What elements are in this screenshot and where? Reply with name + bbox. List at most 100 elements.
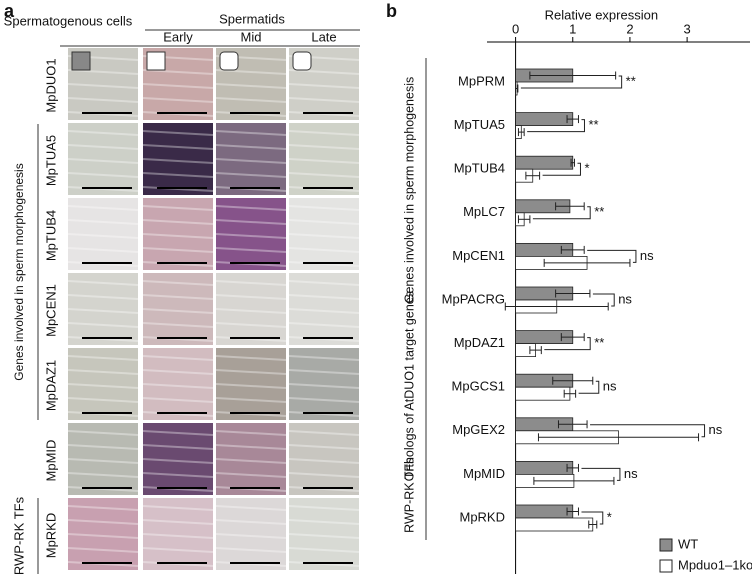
sig-label: ** (626, 73, 636, 88)
cell-texture (67, 430, 139, 436)
micrograph (216, 123, 286, 195)
legend-label: Mpduo1–1ko (678, 557, 752, 572)
sig-bracket (527, 119, 585, 133)
cell-texture (288, 533, 360, 539)
cell-texture (215, 219, 287, 225)
cell-texture (142, 172, 214, 178)
cell-texture (67, 505, 139, 511)
micrograph (216, 198, 286, 270)
cell-texture (67, 322, 139, 328)
cell-texture (288, 472, 360, 478)
cell-texture (67, 397, 139, 403)
cell-texture (67, 158, 139, 164)
sig-bracket (581, 467, 621, 481)
micrograph (68, 273, 138, 345)
cell-texture (288, 280, 360, 286)
micrograph (289, 423, 359, 495)
column-header: Spermatids (219, 11, 285, 26)
cell-texture (215, 519, 287, 525)
sig-bracket (532, 206, 591, 220)
row-label: MpDUO1 (43, 58, 58, 112)
stage-icon (146, 51, 166, 71)
cell-texture (215, 233, 287, 239)
cell-texture (67, 369, 139, 375)
cell-texture (67, 144, 139, 150)
cell-texture (67, 519, 139, 525)
cell-texture (142, 533, 214, 539)
category-label: MpGEX2 (452, 422, 505, 437)
cell-texture (215, 308, 287, 314)
cell-texture (142, 322, 214, 328)
cell-texture (288, 158, 360, 164)
cell-texture (67, 205, 139, 211)
micrograph (68, 498, 138, 570)
stage-label: Early (163, 29, 193, 44)
micrograph (68, 198, 138, 270)
panel-label: b (386, 1, 397, 21)
panel-label: a (4, 1, 15, 21)
column-header: Spermatogenous cells (4, 13, 133, 28)
cell-texture (288, 172, 360, 178)
cell-texture (67, 383, 139, 389)
group-label: Genes involved in sperm morphogenesis (402, 77, 416, 304)
cell-texture (288, 294, 360, 300)
sig-label: * (607, 509, 612, 524)
x-tick-label: 2 (626, 21, 633, 36)
cell-texture (288, 458, 360, 464)
cell-texture (288, 69, 360, 75)
category-label: MpMID (463, 466, 505, 481)
group-label: RWP-RK TFs (11, 496, 26, 575)
cell-texture (215, 97, 287, 103)
stage-label: Late (311, 29, 336, 44)
cell-texture (142, 280, 214, 286)
cell-texture (215, 205, 287, 211)
bar (515, 112, 574, 126)
cell-texture (288, 144, 360, 150)
cell-texture (215, 505, 287, 511)
micrograph (143, 123, 213, 195)
cell-texture (67, 458, 139, 464)
sig-bracket (581, 511, 604, 525)
sig-bracket (592, 293, 615, 307)
cell-texture (215, 130, 287, 136)
category-label: MpRKD (459, 509, 505, 524)
cell-texture (215, 444, 287, 450)
cell-texture (142, 383, 214, 389)
sig-label: ** (594, 204, 604, 219)
row-label: MpMID (43, 440, 58, 482)
cell-texture (142, 294, 214, 300)
sig-label: ** (588, 117, 598, 132)
legend-swatch (659, 538, 673, 552)
micrograph (289, 348, 359, 420)
cell-texture (142, 83, 214, 89)
category-label: MpPACRG (442, 291, 505, 306)
micrograph (143, 273, 213, 345)
cell-texture (215, 369, 287, 375)
cell-texture (142, 458, 214, 464)
sig-bracket (542, 162, 581, 176)
sig-bracket (544, 337, 591, 351)
cell-texture (288, 397, 360, 403)
cell-texture (67, 172, 139, 178)
micrograph (289, 198, 359, 270)
cell-texture (288, 444, 360, 450)
cell-texture (288, 505, 360, 511)
cell-texture (215, 430, 287, 436)
micrograph (289, 123, 359, 195)
cell-texture (288, 430, 360, 436)
sig-label: ns (624, 466, 638, 481)
cell-texture (288, 547, 360, 553)
cell-texture (142, 505, 214, 511)
category-label: MpCEN1 (452, 248, 505, 263)
cell-texture (288, 130, 360, 136)
cell-texture (142, 430, 214, 436)
cell-texture (67, 547, 139, 553)
row-label: MpDAZ1 (43, 360, 58, 411)
cell-texture (215, 247, 287, 253)
cell-texture (142, 219, 214, 225)
micrograph (143, 348, 213, 420)
cell-texture (142, 472, 214, 478)
cell-texture (142, 369, 214, 375)
row-label: MpRKD (43, 513, 58, 559)
